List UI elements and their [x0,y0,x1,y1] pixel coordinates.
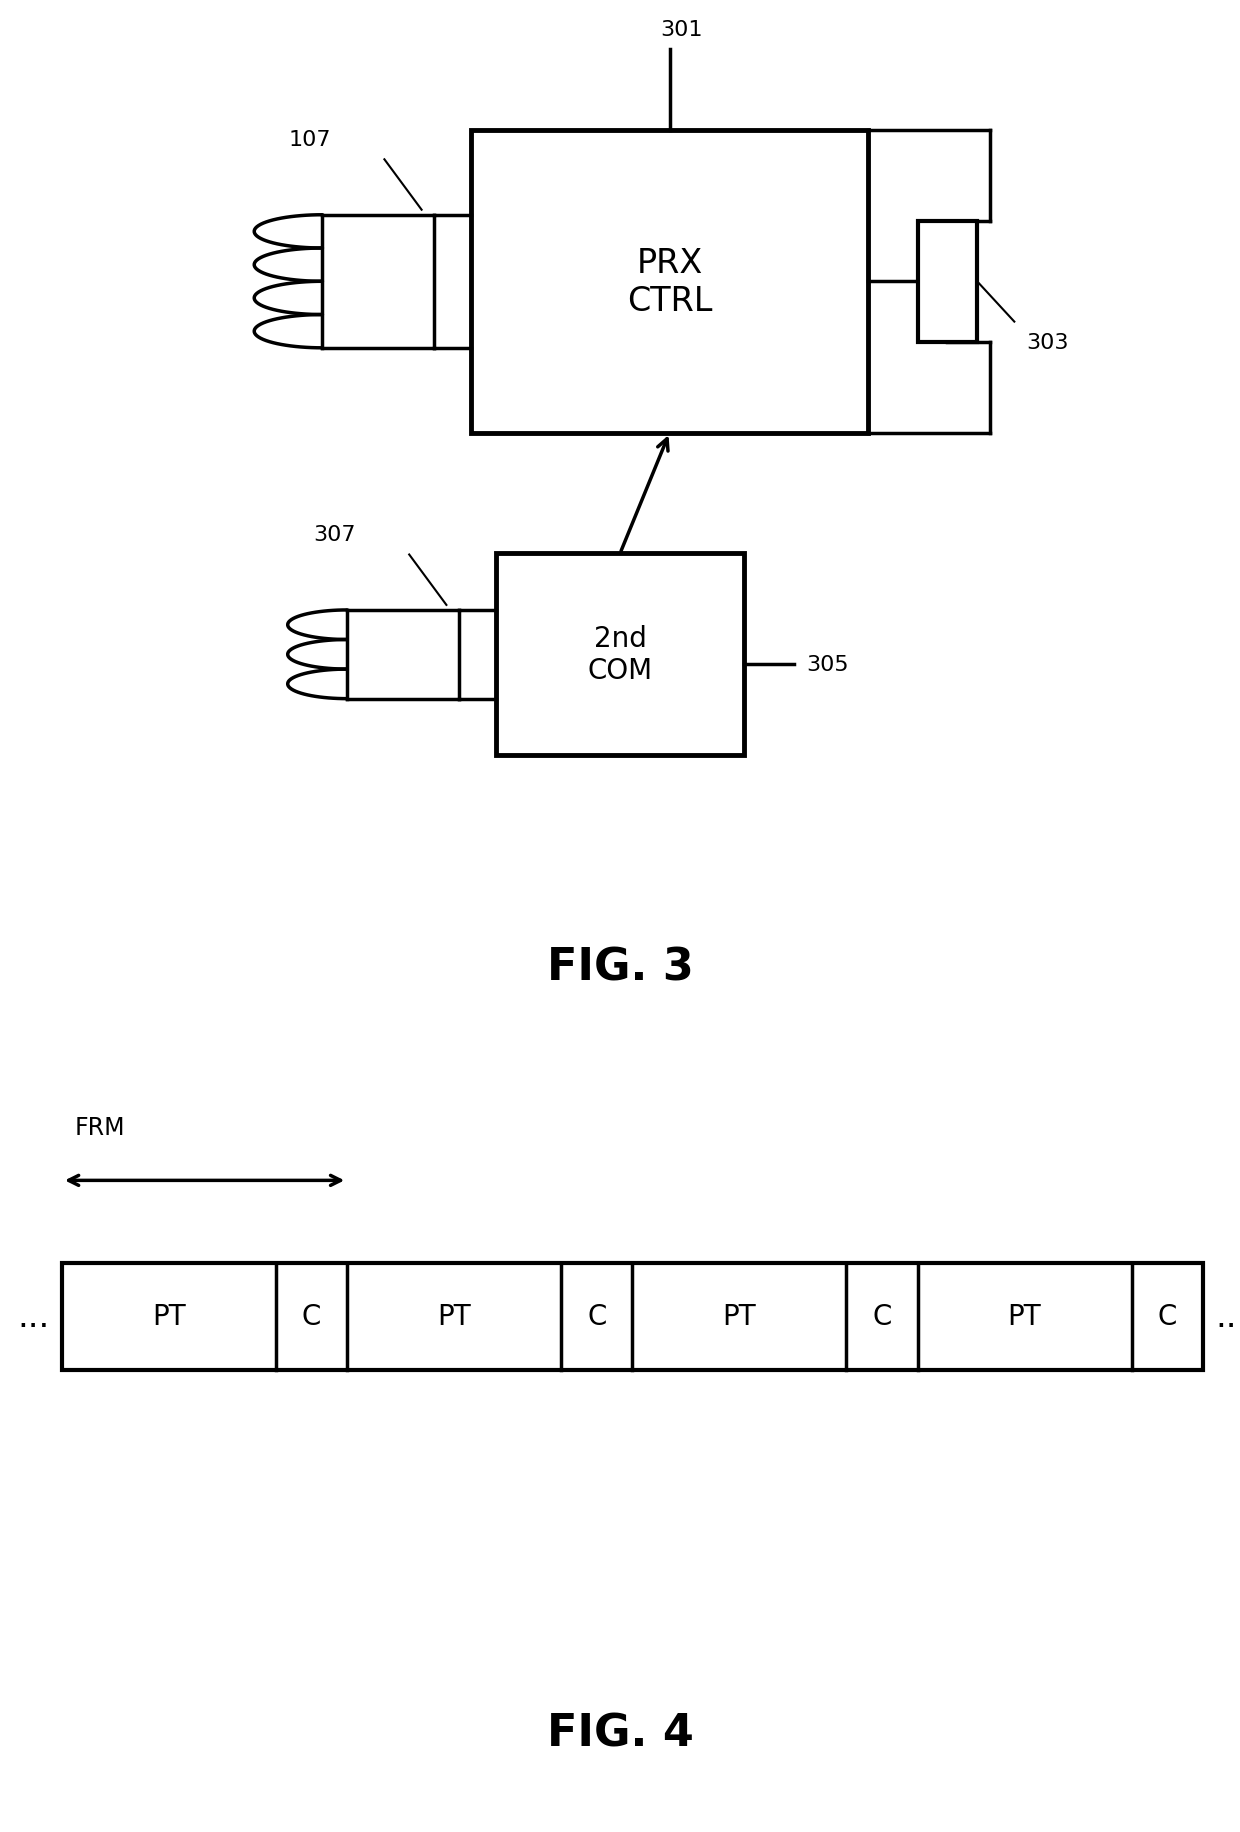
Text: C: C [587,1303,606,1330]
Text: 2nd
COM: 2nd COM [588,625,652,685]
Text: PT: PT [153,1303,186,1330]
Text: ...: ... [1215,1301,1240,1334]
Text: 307: 307 [314,526,356,546]
Text: PT: PT [1008,1303,1042,1330]
Text: 303: 303 [1027,333,1069,352]
Bar [62,1264,1203,1370]
Text: C: C [301,1303,321,1330]
Text: 305: 305 [806,656,848,674]
Text: FIG. 4: FIG. 4 [547,1711,693,1755]
Text: ...: ... [17,1301,50,1334]
Text: FRM: FRM [74,1116,125,1140]
Text: PT: PT [438,1303,471,1330]
Text: 301: 301 [661,20,703,40]
Bar [918,222,977,343]
Text: FIG. 3: FIG. 3 [547,945,693,989]
Text: PT: PT [723,1303,756,1330]
Text: C: C [872,1303,892,1330]
Text: PRX
CTRL: PRX CTRL [627,247,712,317]
Text: 107: 107 [289,130,331,150]
Text: C: C [1157,1303,1177,1330]
Bar [496,553,744,755]
Bar [471,132,868,434]
